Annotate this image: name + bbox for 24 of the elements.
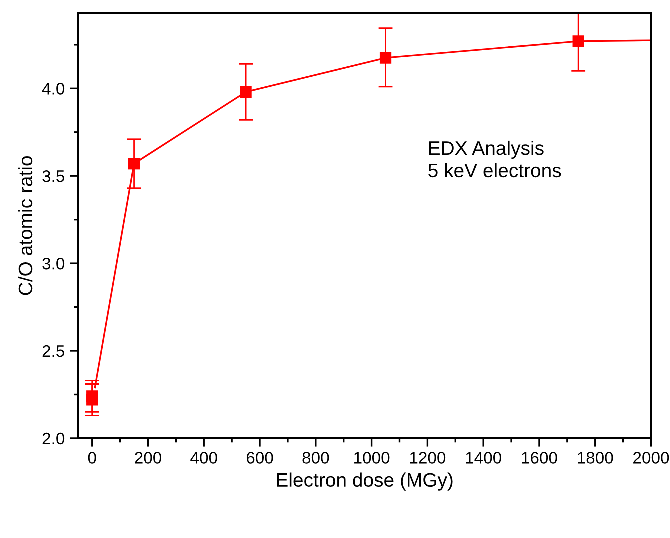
point — [240, 86, 252, 98]
y-tick-label: 2.5 — [42, 345, 64, 358]
x-tick-label: 1800 — [578, 452, 614, 464]
y-axis-title: C/O atomic ratio — [18, 156, 33, 296]
x-tick-label: 400 — [190, 452, 218, 464]
y-tick-label: 4.0 — [42, 83, 65, 95]
y-tick-label: 2.0 — [42, 432, 65, 445]
point — [380, 52, 392, 64]
x-tick-label: 1400 — [466, 452, 502, 464]
x-tick-label: 1200 — [410, 452, 446, 464]
x-tick-label: 600 — [246, 452, 274, 464]
x-tick-label: 0 — [88, 452, 96, 464]
y-tick-label: 3.5 — [42, 170, 64, 182]
x-tick-label: 200 — [135, 452, 162, 464]
annotation: EDX Analysis 5 keV electrons — [428, 140, 562, 178]
x-tick-label: 800 — [302, 452, 330, 464]
x-tick-label: 1600 — [522, 452, 558, 464]
x-tick-label: 2000 — [634, 452, 670, 464]
point — [86, 390, 98, 402]
y-tick-label: 3.0 — [42, 258, 65, 270]
point — [572, 36, 584, 48]
x-axis-title: Electron dose (MGy) — [277, 472, 453, 491]
x-tick-label: 1000 — [354, 452, 390, 464]
point — [128, 158, 140, 170]
